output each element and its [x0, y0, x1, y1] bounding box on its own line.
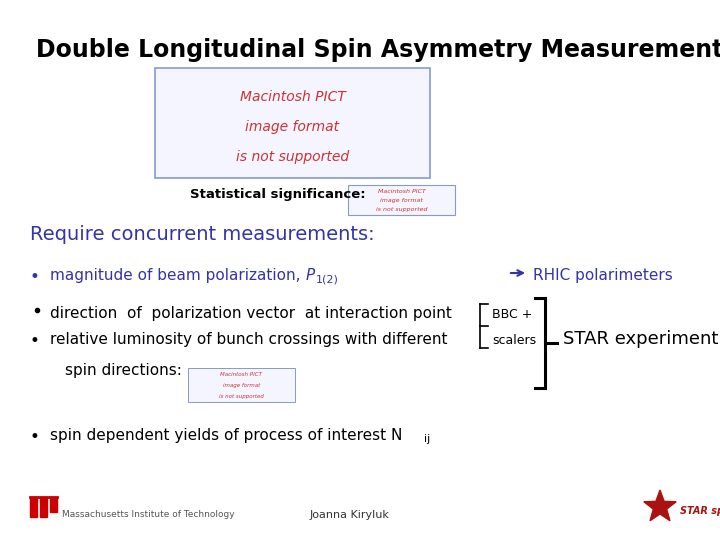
Text: magnitude of beam polarization,: magnitude of beam polarization, [50, 268, 300, 283]
Text: •: • [30, 268, 40, 286]
Text: STAR experiment: STAR experiment [563, 330, 719, 348]
Text: STAR spin: STAR spin [680, 506, 720, 516]
Text: Macintosh PICT: Macintosh PICT [377, 189, 426, 194]
Text: Massachusetts Institute of Technology: Massachusetts Institute of Technology [62, 510, 235, 519]
Bar [50, 497, 57, 512]
FancyBboxPatch shape [155, 68, 430, 178]
Text: scalers: scalers [492, 334, 536, 347]
Text: image format: image format [223, 383, 260, 388]
Text: 1(2): 1(2) [316, 274, 339, 284]
Text: Require concurrent measurements:: Require concurrent measurements: [30, 225, 374, 244]
Text: •: • [30, 332, 40, 350]
Text: Macintosh PICT: Macintosh PICT [220, 372, 263, 377]
Text: RHIC polarimeters: RHIC polarimeters [533, 268, 672, 283]
Text: direction  of  polarization vector  at interaction point: direction of polarization vector at inte… [50, 306, 452, 321]
Text: P: P [306, 268, 315, 283]
Text: ij: ij [424, 434, 431, 444]
FancyBboxPatch shape [348, 185, 455, 215]
FancyBboxPatch shape [188, 368, 295, 402]
Text: is not supported: is not supported [219, 394, 264, 399]
Polygon shape [644, 490, 676, 521]
Text: Macintosh PICT: Macintosh PICT [240, 90, 346, 104]
Text: BBC +: BBC + [492, 308, 532, 321]
Text: Statistical significance:: Statistical significance: [190, 188, 366, 201]
Text: spin directions:: spin directions: [65, 363, 182, 378]
Text: relative luminosity of bunch crossings with different: relative luminosity of bunch crossings w… [50, 332, 448, 347]
Text: is not supported: is not supported [236, 150, 349, 164]
Bar [30, 497, 37, 517]
Text: image format: image format [246, 120, 340, 134]
Text: is not supported: is not supported [376, 207, 427, 212]
Text: spin dependent yields of process of interest N: spin dependent yields of process of inte… [50, 428, 402, 443]
Bar [40, 497, 47, 517]
Text: •: • [30, 428, 40, 446]
Text: Joanna Kiryluk: Joanna Kiryluk [310, 510, 390, 520]
Text: Double Longitudinal Spin Asymmetry Measurements: Double Longitudinal Spin Asymmetry Measu… [36, 38, 720, 62]
Text: image format: image format [380, 198, 423, 203]
